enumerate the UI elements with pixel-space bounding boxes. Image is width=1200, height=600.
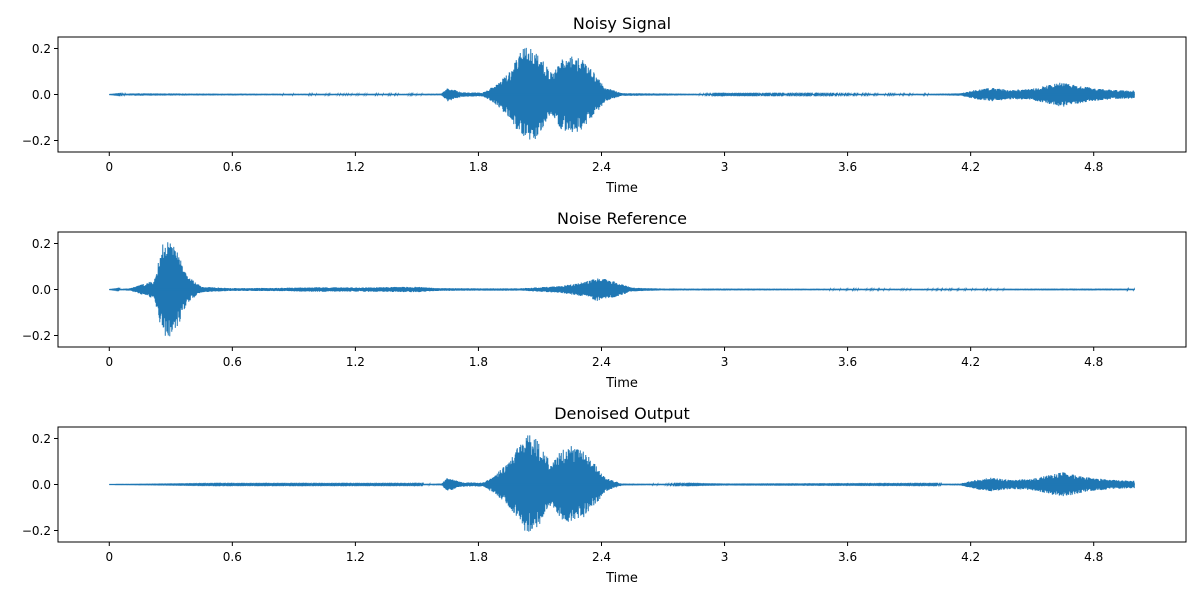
subplot-noise-reference: Noise Reference 0 0.6 1.2 1.8 2.4 3 3.6 4.2 4.8 0… xyxy=(22,209,1187,391)
x-tick-label: 1.2 xyxy=(346,550,365,564)
y-tick-label: 0.2 xyxy=(32,432,51,446)
subplot-denoised-output: Denoised Output 0 0.6 1.2 1.8 2.4 3 3.6 4.2 4.8 0… xyxy=(22,404,1187,586)
y-tick-label: 0.2 xyxy=(32,42,51,56)
subplot-title: Noisy Signal xyxy=(573,14,671,33)
y-tick-label: 0.0 xyxy=(32,283,51,297)
x-tick-label: 3 xyxy=(721,160,729,174)
x-tick-label: 3 xyxy=(721,355,729,369)
x-axis-label: Time xyxy=(605,181,638,196)
x-tick-label: 4.2 xyxy=(961,550,980,564)
x-axis-label: Time xyxy=(605,376,638,391)
x-tick-label: 4.2 xyxy=(961,355,980,369)
x-tick-label: 1.8 xyxy=(469,550,488,564)
x-tick-label: 2.4 xyxy=(592,355,611,369)
y-tick-label: −0.2 xyxy=(22,329,51,343)
x-tick-label: 0 xyxy=(105,550,113,564)
x-tick-label: 1.8 xyxy=(469,355,488,369)
subplot-title: Noise Reference xyxy=(557,209,687,228)
y-tick-label: −0.2 xyxy=(22,134,51,148)
x-tick-label: 2.4 xyxy=(592,550,611,564)
y-tick-label: 0.0 xyxy=(32,88,51,102)
x-tick-label: 0.6 xyxy=(223,355,242,369)
x-tick-label: 4.8 xyxy=(1084,550,1103,564)
x-tick-label: 3 xyxy=(721,550,729,564)
x-tick-label: 4.8 xyxy=(1084,160,1103,174)
x-tick-label: 3.6 xyxy=(838,550,857,564)
x-tick-label: 3.6 xyxy=(838,355,857,369)
x-tick-label: 4.8 xyxy=(1084,355,1103,369)
x-tick-label: 0 xyxy=(105,160,113,174)
x-tick-label: 0.6 xyxy=(223,160,242,174)
y-tick-label: 0.0 xyxy=(32,478,51,492)
x-tick-label: 0 xyxy=(105,355,113,369)
x-tick-label: 1.8 xyxy=(469,160,488,174)
x-tick-label: 1.2 xyxy=(346,355,365,369)
x-tick-label: 0.6 xyxy=(223,550,242,564)
x-tick-label: 3.6 xyxy=(838,160,857,174)
x-tick-label: 2.4 xyxy=(592,160,611,174)
subplot-title: Denoised Output xyxy=(554,404,690,423)
x-tick-label: 4.2 xyxy=(961,160,980,174)
y-tick-label: −0.2 xyxy=(22,524,51,538)
subplot-noisy-signal: Noisy Signal 0 0.6 1.2 1.8 2.4 3 3.6 4.2 4.8 0.2 0… xyxy=(22,14,1187,196)
y-tick-label: 0.2 xyxy=(32,237,51,251)
x-axis-label: Time xyxy=(605,571,638,586)
x-tick-label: 1.2 xyxy=(346,160,365,174)
